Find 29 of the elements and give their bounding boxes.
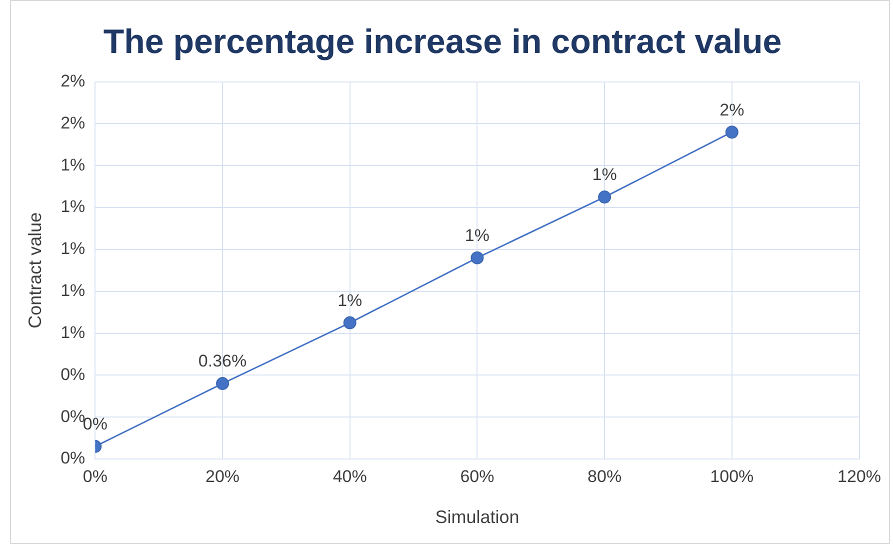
y-tick-label: 2% xyxy=(60,71,86,90)
point xyxy=(343,316,356,330)
x-tick-label: 0% xyxy=(82,466,108,486)
y-tick-label: 0% xyxy=(60,364,86,384)
point xyxy=(470,251,484,264)
data-label: 1% xyxy=(592,165,617,184)
y-tick-label: 2% xyxy=(60,113,86,132)
point xyxy=(725,126,738,139)
y-tick-label: 1% xyxy=(60,322,86,342)
y-tick-label: 1% xyxy=(60,281,86,300)
y-axis-title: Contract value xyxy=(24,212,45,328)
point xyxy=(216,377,230,390)
point xyxy=(598,190,612,204)
y-tick-label: 1% xyxy=(60,239,86,258)
data-label: 2% xyxy=(720,100,744,120)
y-tick-label: 1% xyxy=(60,155,86,174)
data-label: 0.36% xyxy=(198,352,247,371)
x-tick-label: 20% xyxy=(206,466,240,486)
y-tick-label: 1% xyxy=(60,197,86,216)
x-tick-label: 40% xyxy=(332,466,367,486)
chart-title: The percentage increase in contract value xyxy=(103,22,782,61)
data-label: 1% xyxy=(338,290,362,310)
x-tick-label: 80% xyxy=(588,466,622,486)
x-tick-label: 100% xyxy=(710,466,754,486)
y-tick-label: 0% xyxy=(60,448,86,468)
x-tick-label: 60% xyxy=(460,466,494,486)
x-axis-title: Simulation xyxy=(435,507,520,528)
data-label: 1% xyxy=(464,226,490,246)
x-tick-label: 120% xyxy=(838,466,881,486)
